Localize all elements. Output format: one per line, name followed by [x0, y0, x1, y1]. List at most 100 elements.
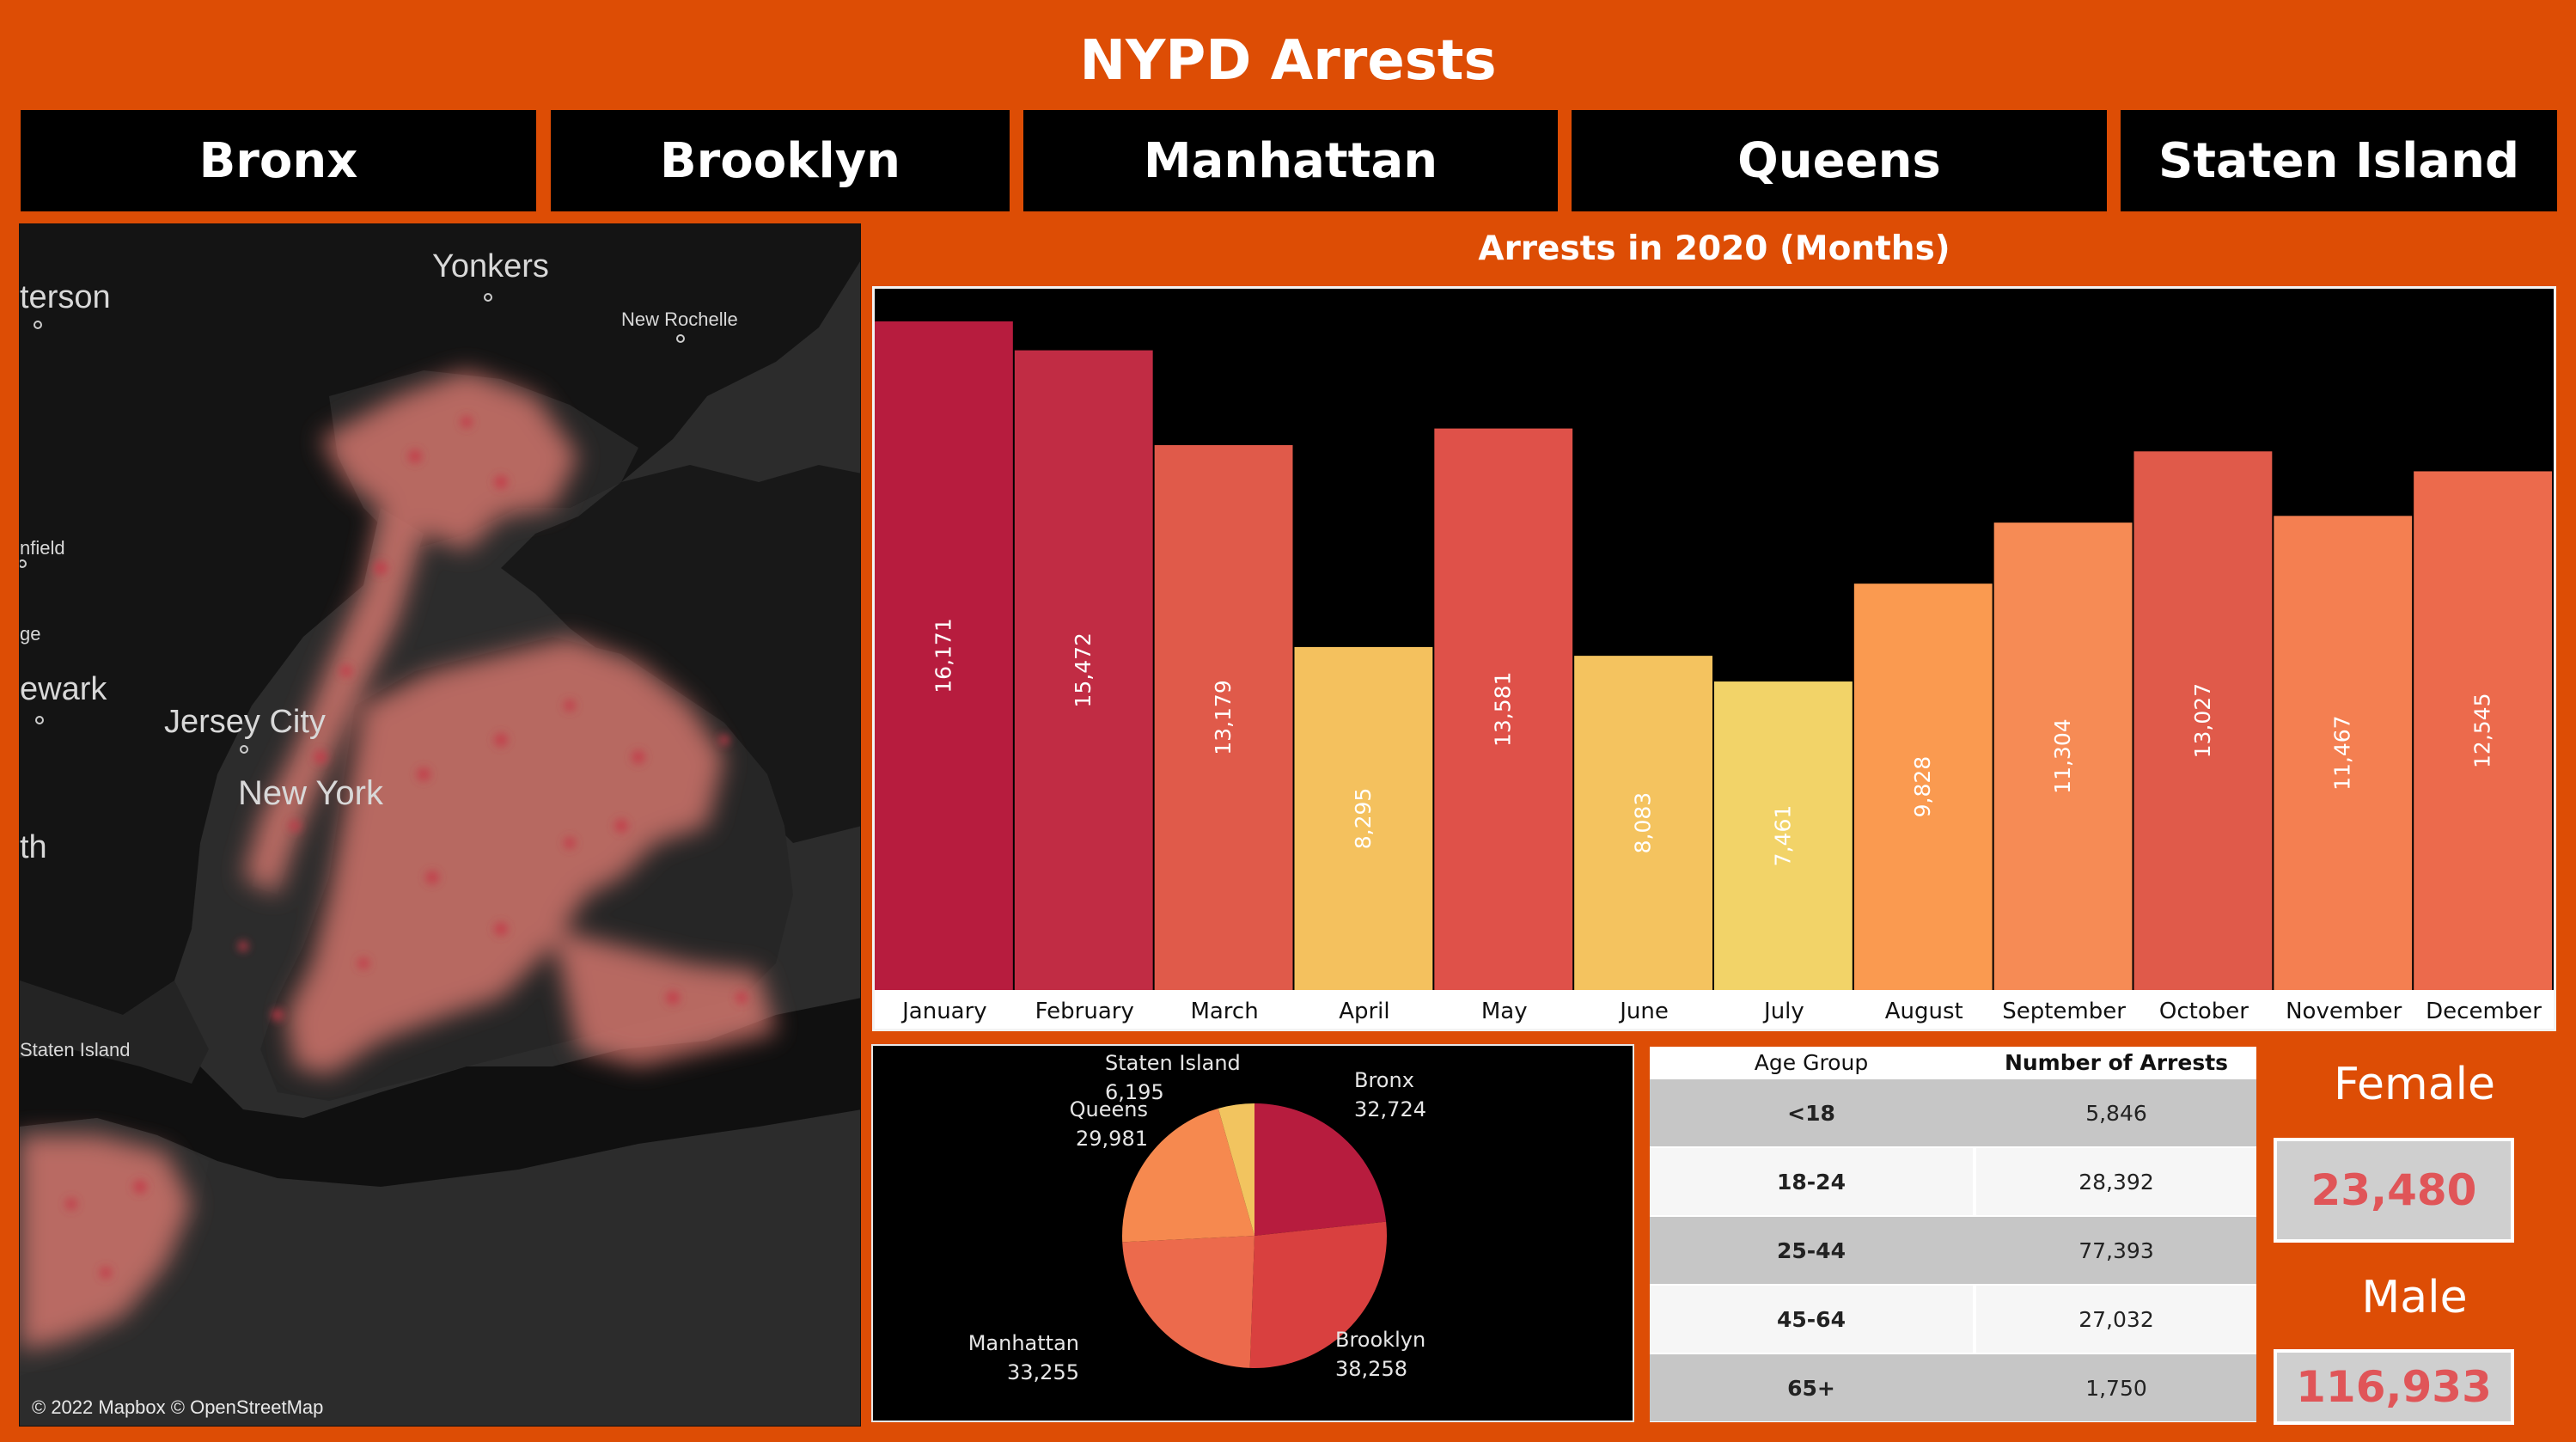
x-tick-label: December [2426, 999, 2542, 1024]
map-canvas [20, 224, 860, 1376]
pie-category-label: Bronx [1354, 1068, 1414, 1092]
x-tick-label: November [2286, 999, 2402, 1024]
monthly-arrests-bar-chart[interactable]: 16,171 15,472 13,179 8,295 13,581 8,083 7,461 9… [872, 286, 2556, 1031]
map-label-bridge: ge [20, 623, 41, 645]
pie-slice-manhattan[interactable] [1122, 1236, 1254, 1368]
pie-slice-bronx[interactable] [1254, 1103, 1387, 1236]
age-group-cell: 18-24 [1650, 1148, 1973, 1215]
brooklyn-filter-button[interactable]: Brooklyn [551, 110, 1010, 211]
table-header-age-group[interactable]: Age Group [1650, 1047, 1973, 1078]
bar-june[interactable] [1574, 656, 1712, 990]
x-tick-label: February [1035, 999, 1134, 1024]
dashboard-title: NYPD Arrests [1079, 29, 1497, 93]
bar-value-label: 9,828 [1910, 756, 1935, 818]
map-label-newark: ewark [20, 671, 107, 707]
map-label-paterson: terson [20, 279, 111, 315]
age-group-cell: 25-44 [1650, 1217, 1973, 1284]
table-row[interactable]: 25-44 77,393 [1650, 1217, 2256, 1284]
sound-water [501, 465, 860, 843]
pie-category-label: Manhattan [968, 1331, 1079, 1355]
pie-category-label: Brooklyn [1335, 1328, 1425, 1352]
map-label-yonkers: Yonkers [432, 248, 549, 284]
paterson-marker-icon [34, 321, 42, 329]
pie-slice-queens[interactable] [1122, 1108, 1254, 1243]
borough-pie-chart[interactable]: Bronx 32,724 Brooklyn 38,258 Manhattan 33,255… [871, 1044, 1634, 1422]
age-group-cell: 45-64 [1650, 1286, 1973, 1353]
manhattan-filter-button[interactable]: Manhattan [1023, 110, 1558, 211]
bar-september[interactable] [1993, 522, 2133, 990]
bar-value-label: 13,027 [2190, 683, 2215, 758]
bar-value-label: 16,171 [931, 618, 955, 693]
x-tick-label: March [1190, 999, 1258, 1024]
map-label-staten-island: Staten Island [20, 1039, 131, 1060]
arrests-count-cell: 1,750 [1976, 1354, 2256, 1421]
table-header-number-of-arrests[interactable]: Number of Arrests [1976, 1047, 2256, 1078]
x-tick-label: August [1885, 999, 1963, 1024]
pie-slice-staten-island[interactable] [1218, 1103, 1254, 1236]
bar-february[interactable] [1014, 350, 1153, 990]
male-label: Male [2361, 1272, 2468, 1323]
x-tick-label: April [1339, 999, 1389, 1024]
x-axis-band [875, 990, 2554, 1029]
bar-may[interactable] [1434, 428, 1573, 990]
arrest-heat-layer [20, 370, 776, 1350]
bar-july[interactable] [1714, 681, 1853, 990]
bar-january[interactable] [875, 321, 1013, 990]
bar-value-label: 15,472 [1071, 632, 1096, 707]
land-new-jersey [20, 981, 209, 1084]
bar-chart-title: Arrests in 2020 (Months) [1478, 229, 1950, 268]
bar-value-label: 13,581 [1491, 672, 1516, 747]
queens-filter-button[interactable]: Queens [1572, 110, 2107, 211]
x-tick-label: October [2159, 999, 2249, 1024]
bar-value-label: 12,545 [2470, 693, 2495, 767]
water-area [20, 224, 860, 1015]
pie-value-label: 38,258 [1335, 1357, 1407, 1381]
harbor-water [20, 981, 860, 1187]
bar-value-label: 8,083 [1631, 792, 1656, 854]
arrests-count-cell: 27,032 [1976, 1286, 2256, 1353]
bar-august[interactable] [1853, 584, 1993, 990]
map-label-new-york: New York [238, 774, 383, 812]
new-rochelle-marker-icon [676, 334, 685, 343]
x-tick-label: May [1481, 999, 1528, 1024]
staten-island-filter-button[interactable]: Staten Island [2121, 110, 2557, 211]
map-label-plainfield: nfield [20, 537, 65, 559]
pie-chart-svg: Bronx 32,724 Brooklyn 38,258 Manhattan 33,255… [968, 1051, 1426, 1384]
x-tick-label: January [900, 999, 987, 1024]
bar-value-label: 13,179 [1211, 680, 1236, 755]
male-arrests-value: 116,933 [2274, 1349, 2514, 1425]
arrests-count-cell: 5,846 [1976, 1079, 2256, 1146]
bar-value-label: 11,467 [2330, 715, 2355, 790]
pie-value-label: 32,724 [1354, 1097, 1426, 1121]
pie-slice-brooklyn[interactable] [1249, 1221, 1387, 1368]
female-label: Female [2333, 1059, 2496, 1110]
bar-december[interactable] [2414, 471, 2552, 990]
arrest-density-map[interactable]: Yonkers terson New Rochelle nfield ge ew… [19, 223, 861, 1427]
bar-april[interactable] [1294, 646, 1433, 990]
arrests-count-cell: 77,393 [1976, 1217, 2256, 1284]
bar-value-label: 11,304 [2050, 718, 2075, 793]
x-tick-label: June [1618, 999, 1669, 1024]
bronx-filter-button[interactable]: Bronx [21, 110, 536, 211]
arrest-point-layer [65, 416, 748, 1279]
age-group-cell: 65+ [1650, 1354, 1973, 1421]
bar-march[interactable] [1154, 444, 1293, 990]
table-row[interactable]: 45-64 27,032 [1650, 1286, 2256, 1353]
arrests-count-cell: 28,392 [1976, 1148, 2256, 1215]
table-row[interactable]: 18-24 28,392 [1650, 1148, 2256, 1215]
jersey-city-marker-icon [240, 745, 248, 754]
pie-category-label: Queens [1070, 1097, 1148, 1121]
bar-october[interactable] [2133, 451, 2273, 990]
table-row[interactable]: 65+ 1,750 [1650, 1354, 2256, 1421]
bar-november[interactable] [2274, 516, 2413, 990]
newark-marker-icon [35, 716, 44, 724]
table-row[interactable]: <18 5,846 [1650, 1079, 2256, 1146]
pie-value-label: 6,195 [1105, 1080, 1164, 1104]
female-arrests-value: 23,480 [2274, 1138, 2514, 1243]
bar-value-label: 8,295 [1351, 788, 1376, 850]
map-attribution[interactable]: © 2022 Mapbox © OpenStreetMap [32, 1396, 324, 1418]
x-tick-label: September [2002, 999, 2126, 1024]
bar-chart-svg: 16,171 15,472 13,179 8,295 13,581 8,083 7,461 9… [875, 321, 2554, 1029]
map-label-new-rochelle: New Rochelle [621, 309, 738, 330]
x-tick-label: July [1762, 999, 1804, 1024]
